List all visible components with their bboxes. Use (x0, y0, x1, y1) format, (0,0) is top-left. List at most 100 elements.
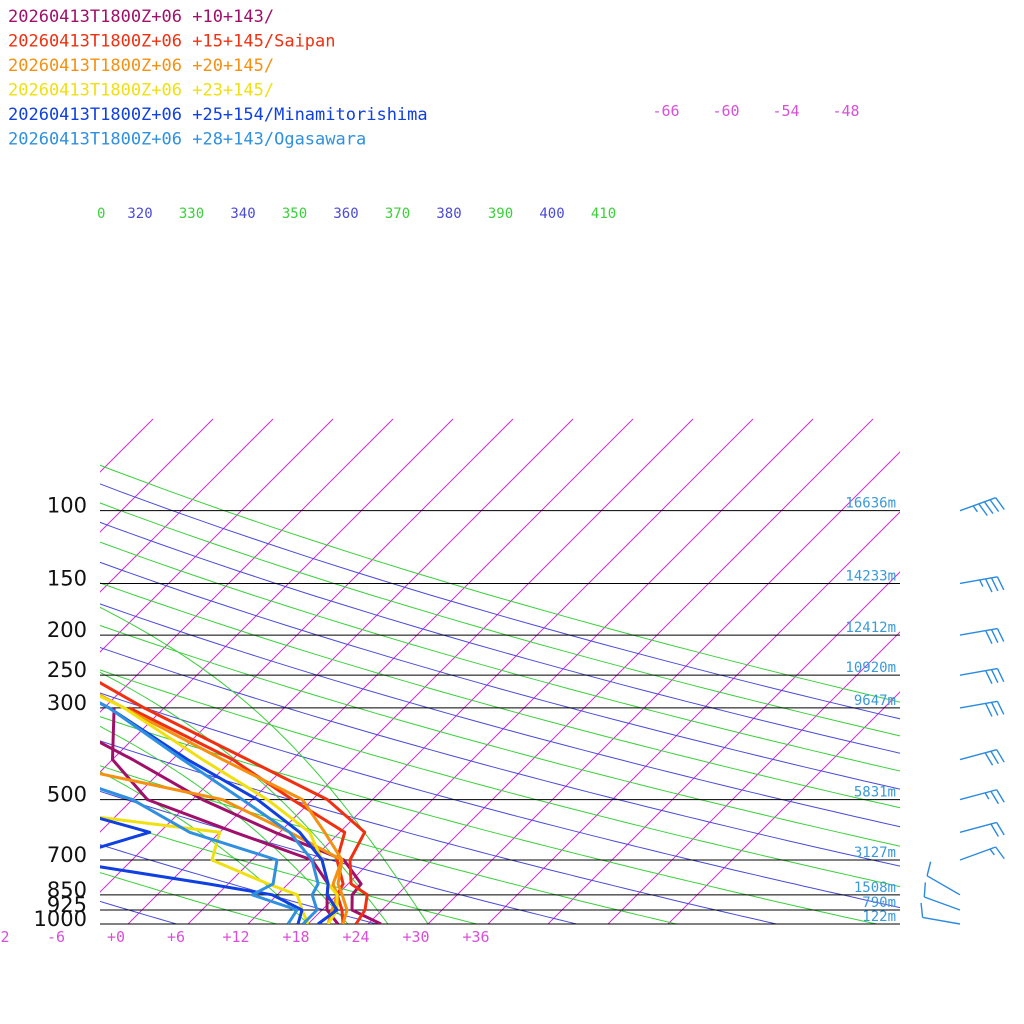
legend: 20260413T1800Z+06 +10+143/20260413T1800Z… (8, 7, 428, 150)
pressure-label: 500 (47, 783, 87, 807)
wind-barbs (920, 497, 1005, 925)
isotherm-line (100, 418, 214, 533)
temperature-tick-label: +36 (462, 928, 489, 946)
upper-temperature-label: -60 (712, 102, 739, 120)
isotherm-line (487, 511, 900, 924)
height-label: 14233m (845, 568, 896, 584)
isotherm-line (367, 418, 874, 924)
series-temperature-line-2 (100, 693, 349, 924)
pressure-label: 200 (47, 618, 87, 642)
wind-barb (920, 902, 961, 925)
dry-adiabat-line (100, 624, 900, 847)
height-label: 1508m (854, 880, 896, 896)
theta-label: 360 (333, 206, 358, 222)
isotherm-line (127, 418, 634, 924)
wind-barb (959, 627, 1005, 644)
pressure-label: 100 (47, 494, 87, 518)
isotherm-line (547, 571, 900, 924)
legend-entry: 20260413T1800Z+06 +23+145/ (8, 81, 274, 101)
temperature-tick-label: -6 (47, 928, 65, 946)
height-label: 122m (862, 909, 896, 925)
series-temperature-line-3 (100, 694, 339, 924)
dry-adiabat-line (100, 669, 900, 888)
isotherm-line (427, 451, 900, 924)
upper-temperature-label: -66 (652, 102, 679, 120)
dry-adiabat-line (100, 521, 900, 754)
dry-adiabat-line (100, 561, 900, 790)
wind-barb (959, 497, 1005, 517)
height-label: 3127m (854, 845, 896, 861)
isotherm-line (100, 418, 334, 653)
legend-entry: 20260413T1800Z+06 +10+143/ (8, 7, 274, 27)
wind-barb (959, 846, 1005, 861)
series-temperature-line-1 (100, 681, 369, 924)
legend-entry: 20260413T1800Z+06 +15+145/Saipan (8, 32, 336, 52)
isotherm-line (667, 691, 900, 924)
pressure-label: 250 (47, 658, 87, 682)
wind-barb (959, 700, 1005, 717)
dry-adiabat-line (100, 582, 900, 809)
pressure-label: 700 (47, 843, 87, 867)
wind-barb (959, 821, 1005, 837)
dry-adiabat-line (100, 603, 900, 828)
isotherm-line (0, 419, 33, 924)
pressure-label: 150 (47, 566, 87, 590)
legend-entry: 20260413T1800Z+06 +25+154/Minamitorishim… (8, 105, 428, 125)
isobars (100, 510, 900, 925)
isotherm-line (607, 631, 900, 924)
theta-label: 370 (385, 206, 410, 222)
isotherm-line (247, 418, 754, 924)
theta-label: 350 (282, 206, 307, 222)
theta-label: 410 (591, 206, 616, 222)
pressure-label: 1000 (34, 907, 87, 931)
wind-barb (926, 861, 961, 896)
pressure-label: 300 (47, 691, 87, 715)
pressure-label: 850 (47, 878, 87, 902)
profiles (100, 681, 382, 924)
dry-adiabat-line (100, 716, 877, 924)
isotherm-line (100, 418, 514, 833)
isotherm-line (100, 418, 274, 593)
theta-label: 390 (488, 206, 513, 222)
isotherm-line (100, 418, 454, 773)
axis-labels: 100 16636m 150 14233m 200 12412m 250 10920m 300 9… (0, 102, 896, 946)
legend-entry: 20260413T1800Z+06 +20+145/ (8, 56, 274, 76)
series-dewpoint-line-0 (111, 707, 340, 924)
height-label: 10920m (845, 660, 896, 676)
dry-adiabat-line (100, 483, 900, 720)
theta-label: 320 (127, 206, 152, 222)
isotherm-line (307, 418, 814, 924)
dry-adiabat-line (100, 502, 900, 737)
temperature-tick-label: +0 (107, 928, 125, 946)
series-dewpoint-line-5 (100, 787, 299, 924)
dry-adiabat-line (100, 900, 177, 924)
upper-temperature-label: -54 (772, 102, 799, 120)
temperature-tick-label: +6 (167, 928, 185, 946)
theta-label: 0 (97, 206, 105, 222)
height-label: 790m (862, 895, 896, 911)
height-label: 5831m (854, 785, 896, 801)
wind-barb (923, 882, 961, 911)
height-label: 12412m (845, 620, 896, 636)
upper-temperature-label: -48 (832, 102, 859, 120)
wind-barb (959, 749, 1005, 766)
moist-adiabat-line (100, 606, 429, 924)
dry-adiabat-line (100, 541, 900, 772)
dry-adiabat-line (100, 790, 577, 924)
theta-label: 330 (179, 206, 204, 222)
series-dewpoint-line-4 (100, 816, 304, 924)
theta-label: 380 (436, 206, 461, 222)
temperature-tick-label: +18 (282, 928, 309, 946)
temperature-tick-label: +30 (402, 928, 429, 946)
temperature-tick-label: +12 (222, 928, 249, 946)
height-label: 9647m (854, 693, 896, 709)
pressure-label: 925 (47, 893, 87, 917)
dry-adiabat-line (100, 692, 900, 909)
theta-label: 340 (230, 206, 255, 222)
wind-barb (959, 576, 1005, 593)
dry-adiabat-line (100, 740, 777, 924)
wind-barb (959, 789, 1005, 805)
temperature-tick-label: -12 (0, 928, 10, 946)
moist-adiabat-line (100, 725, 349, 924)
